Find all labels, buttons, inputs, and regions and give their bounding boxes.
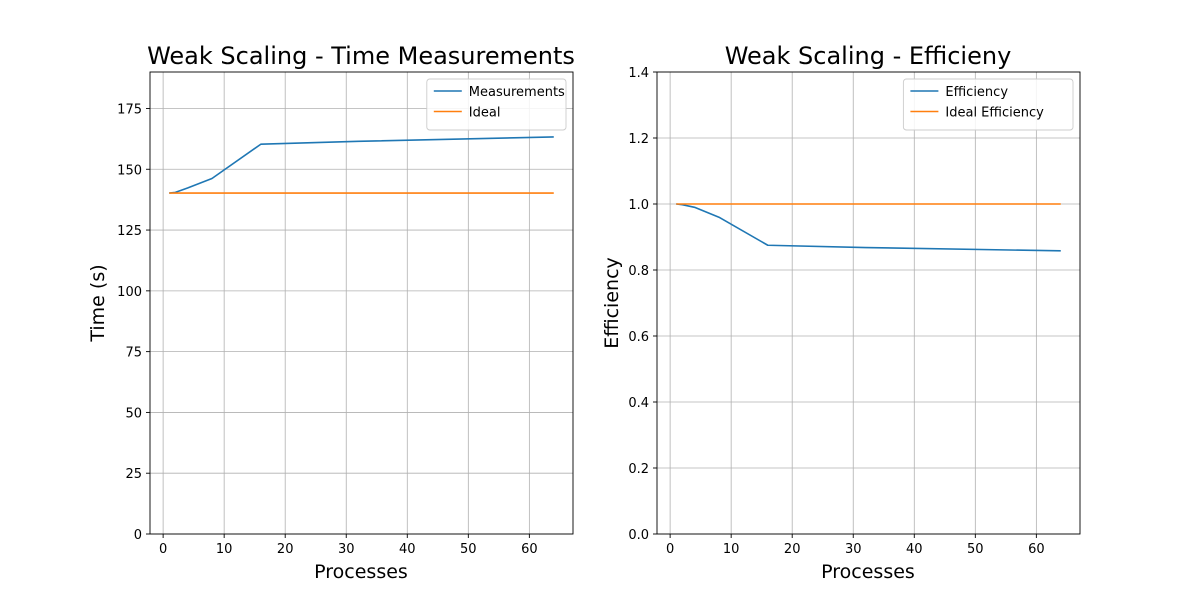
y-tick-label: 175 <box>117 102 142 117</box>
x-tick-label: 0 <box>666 542 674 557</box>
y-tick-label: 1.0 <box>628 198 649 213</box>
series-line-measurements <box>169 136 554 194</box>
y-axis-title: Time (s) <box>87 264 109 342</box>
x-tick-label: 60 <box>1028 542 1045 557</box>
y-tick-label: 0.0 <box>628 528 649 543</box>
legend-label: Ideal Efficiency <box>945 106 1044 121</box>
efficiency-chart: Weak Scaling - Efficieny Processes Effic… <box>601 42 1081 583</box>
y-tick-label: 1.4 <box>628 66 649 81</box>
x-tick-label: 50 <box>967 542 984 557</box>
x-tick-label: 40 <box>906 542 923 557</box>
y-tick-label: 0.4 <box>628 396 649 411</box>
x-tick-label: 10 <box>723 542 740 557</box>
x-axis-title: Processes <box>821 561 915 583</box>
x-axis-title: Processes <box>314 561 408 583</box>
y-axis-title: Efficiency <box>601 257 623 349</box>
y-tick-label: 0.6 <box>628 330 649 345</box>
time-measurements-chart: Weak Scaling - Time Measurements Process… <box>87 42 575 583</box>
x-tick-label: 40 <box>399 542 416 557</box>
y-tick-label: 75 <box>125 346 142 361</box>
x-tick-label: 20 <box>277 542 294 557</box>
x-tick-label: 50 <box>460 542 477 557</box>
legend-label: Ideal <box>469 106 501 121</box>
x-tick-label: 30 <box>845 542 862 557</box>
y-tick-label: 0.2 <box>628 462 649 477</box>
y-tick-label: 1.2 <box>628 132 649 147</box>
x-tick-label: 0 <box>159 542 167 557</box>
x-tick-label: 60 <box>521 542 538 557</box>
y-tick-label: 0.8 <box>628 264 649 279</box>
series-line-efficiency <box>676 203 1061 252</box>
y-tick-label: 100 <box>117 285 142 300</box>
legend-box <box>902 78 1074 131</box>
y-tick-label: 25 <box>125 467 142 482</box>
x-tick-label: 20 <box>784 542 801 557</box>
plot-frame <box>656 71 1081 535</box>
y-tick-label: 50 <box>125 406 142 421</box>
y-tick-label: 150 <box>117 163 142 178</box>
y-tick-label: 0 <box>134 528 142 543</box>
legend-label: Efficiency <box>945 85 1008 100</box>
x-tick-label: 10 <box>216 542 233 557</box>
legend-label: Measurements <box>469 85 565 100</box>
x-tick-label: 30 <box>338 542 355 557</box>
plot-frame <box>149 71 574 535</box>
chart-title: Weak Scaling - Time Measurements <box>147 42 575 70</box>
y-tick-label: 125 <box>117 224 142 239</box>
chart-title: Weak Scaling - Efficieny <box>725 42 1012 70</box>
